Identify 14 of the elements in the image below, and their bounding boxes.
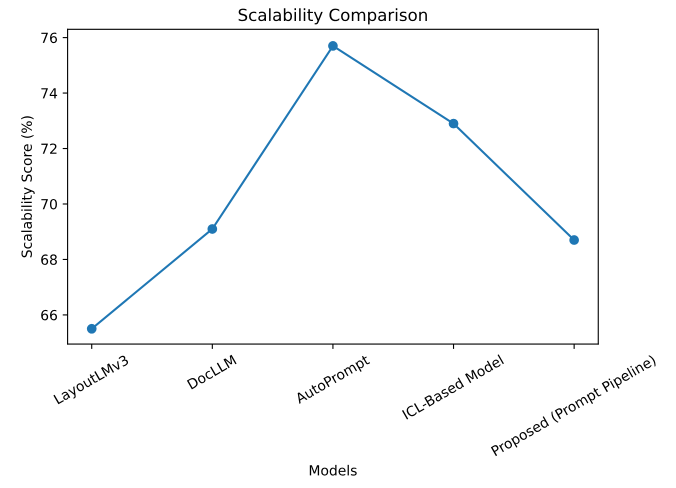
chart-title: Scalability Comparison xyxy=(238,8,427,24)
y-tick-label: 70 xyxy=(41,198,57,210)
y-tick-label: 76 xyxy=(41,32,58,44)
y-axis-title: Scalability Score (%) xyxy=(21,116,35,258)
point xyxy=(448,118,458,128)
point xyxy=(86,324,97,334)
y-tick-label: 66 xyxy=(41,310,58,320)
point xyxy=(207,224,218,234)
y-tick-label: 68 xyxy=(41,254,57,265)
y-tick-label: 74 xyxy=(41,88,58,98)
y-tick-label: 72 xyxy=(41,143,56,154)
point xyxy=(569,235,579,245)
point xyxy=(328,41,338,51)
x-axis-title: Models xyxy=(310,464,357,476)
